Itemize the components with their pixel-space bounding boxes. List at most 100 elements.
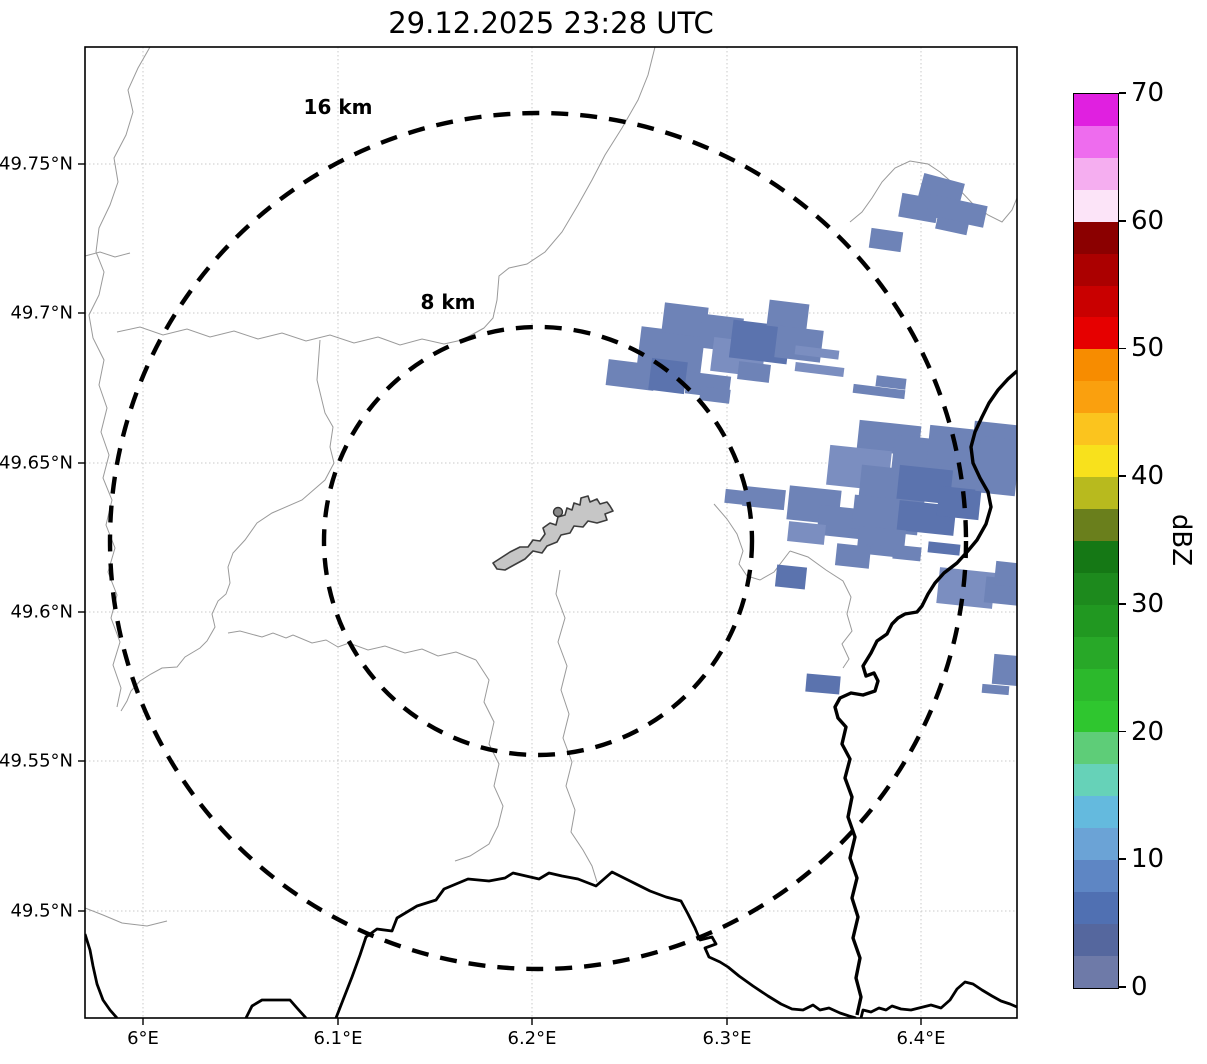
colorbar-segment <box>1074 317 1118 350</box>
colorbar-tick-mark <box>1119 219 1126 222</box>
colorbar-segment <box>1074 604 1118 637</box>
lon-tick-label: 6.2°E <box>507 1028 557 1049</box>
radar-echo-patch <box>975 436 1017 495</box>
colorbar-segment <box>1074 189 1118 222</box>
radar-echo-patch <box>699 386 731 404</box>
country-border-line <box>334 870 857 1018</box>
radar-echo-patch <box>742 485 786 511</box>
river-line <box>833 369 1017 1016</box>
radar-echo-patch <box>936 485 982 521</box>
radar-echo-patch <box>787 521 826 545</box>
colorbar-tick-label: 0 <box>1131 972 1148 1002</box>
colorbar-segment <box>1074 508 1118 541</box>
lat-tick-label: 49.6°N <box>10 601 73 623</box>
colorbar-tick-mark <box>1119 347 1126 350</box>
boundary-line <box>227 630 477 661</box>
lat-tick-label: 49.55°N <box>0 750 73 772</box>
boundary-line <box>85 251 131 258</box>
colorbar-segment <box>1074 349 1118 382</box>
axes-frame <box>84 46 1018 1019</box>
radar-echo-patch <box>794 345 840 360</box>
radar-echo-patch <box>774 325 824 363</box>
lon-tick-label: 6.3°E <box>702 1028 752 1049</box>
colorbar-segment <box>1074 157 1118 190</box>
colorbar-tick-mark <box>1119 475 1126 477</box>
colorbar-tick-mark <box>1119 858 1126 861</box>
airport-spot <box>552 506 564 518</box>
colorbar-segment <box>1074 253 1118 286</box>
map-layers <box>85 47 1017 1018</box>
radar-echo-patch <box>834 543 872 569</box>
boundary-line <box>713 503 791 581</box>
colorbar-segment <box>1074 764 1118 797</box>
boundary-line <box>469 47 656 337</box>
colorbar-segment <box>1074 732 1118 765</box>
boundary-line <box>116 326 485 346</box>
lon-tick-label: 6.1°E <box>313 1028 363 1049</box>
colorbar-segment <box>1074 860 1118 893</box>
colorbar-segment <box>1074 955 1118 988</box>
range-ring-label-16km: 16 km <box>303 95 373 119</box>
colorbar-segment <box>1074 477 1118 509</box>
radar-echo-patch <box>774 564 808 590</box>
colorbar-segment <box>1074 221 1118 254</box>
colorbar-segment <box>1074 381 1118 414</box>
lat-tick-label: 49.5°N <box>10 900 73 922</box>
boundary-line <box>849 160 1017 223</box>
colorbar-segment <box>1074 445 1118 478</box>
radar-echo-patch <box>766 299 810 331</box>
boundary-line <box>555 569 598 883</box>
figure-title: 29.12.2025 23:28 UTC <box>388 6 714 40</box>
lon-tick-label: 6°E <box>127 1028 159 1049</box>
boundary-line <box>789 550 853 669</box>
colorbar-tick-label: 50 <box>1131 333 1165 364</box>
country-border-line <box>859 980 1017 1018</box>
colorbar-segment <box>1074 540 1118 573</box>
colorbar-tick-label: 60 <box>1131 205 1165 236</box>
radar-echo-patch <box>852 383 906 400</box>
radar-echo-patch <box>991 653 1017 687</box>
colorbar-segment <box>1074 125 1118 158</box>
boundary-line <box>120 339 335 712</box>
boundary-line <box>454 659 504 862</box>
airport-outline <box>492 495 614 571</box>
radar-echo-patch <box>981 683 1010 696</box>
radar-echo-patch <box>737 361 771 383</box>
colorbar-tick-label: 30 <box>1131 588 1165 619</box>
radar-echo-patch <box>927 541 961 556</box>
colorbar-tick-mark <box>1119 92 1126 94</box>
colorbar-tick-label: 10 <box>1131 844 1165 875</box>
lat-tick-label: 49.65°N <box>0 452 73 474</box>
lon-tick-label: 6.4°E <box>896 1028 946 1049</box>
radar-echo-patch <box>805 673 841 695</box>
range-ring-8km <box>321 324 755 758</box>
colorbar-tick-label: 70 <box>1131 78 1165 108</box>
colorbar-segment <box>1074 700 1118 733</box>
radar-echo-patch <box>926 194 988 228</box>
colorbar-tick-mark <box>1119 730 1126 733</box>
radar-echo-patch <box>648 357 688 395</box>
radar-echo-patch <box>892 544 922 562</box>
colorbar-segment <box>1074 796 1118 829</box>
radar-echo-patch <box>935 216 969 236</box>
colorbar-unit-label: dBZ <box>1166 513 1196 567</box>
colorbar-tick-label: 20 <box>1131 716 1165 747</box>
lat-tick-label: 49.7°N <box>10 302 73 324</box>
colorbar-segment <box>1074 413 1118 446</box>
radar-echo-patch <box>661 302 709 338</box>
range-ring-16km <box>107 110 969 972</box>
colorbar-tick-label: 40 <box>1131 461 1165 492</box>
radar-echo-patch <box>794 362 845 377</box>
country-border-line <box>244 998 308 1018</box>
colorbar-segment <box>1074 94 1118 126</box>
colorbar <box>1073 93 1119 989</box>
colorbar-segment <box>1074 892 1118 924</box>
radar-echo-patch <box>875 375 907 390</box>
colorbar-segment <box>1074 668 1118 701</box>
radar-echo-patch <box>993 560 1017 588</box>
boundary-line <box>85 907 168 927</box>
country-border-line <box>85 933 119 1018</box>
lat-tick-label: 49.75°N <box>0 153 73 175</box>
radar-echo-patch <box>868 227 904 253</box>
